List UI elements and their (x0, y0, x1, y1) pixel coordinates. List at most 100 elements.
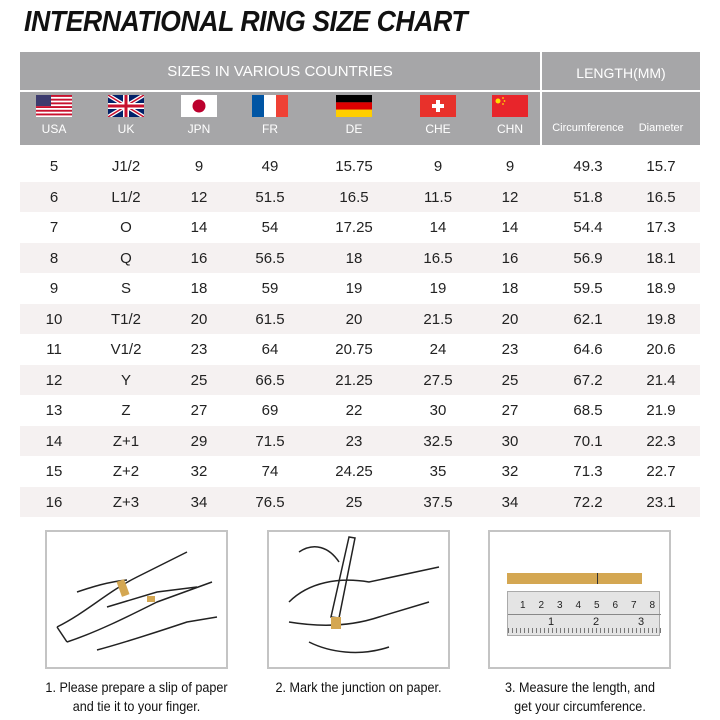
caption-line: and tie it to your finger. (72, 698, 201, 714)
table-cell: 61.5 (255, 310, 285, 328)
table-row: 13 Z 27 69 22 30 27 68.5 21.9 (20, 395, 700, 425)
table-cell: 16 (501, 249, 519, 267)
table-cell: 35 (429, 463, 447, 480)
table-cell: 18 (190, 280, 208, 297)
table-cell: 14 (45, 432, 63, 450)
table-cell: 13 (45, 402, 63, 419)
table-cell: 59.5 (573, 280, 603, 297)
table-row: 9 S 18 59 19 19 18 59.5 18.9 (20, 273, 700, 303)
table-cell: 17.3 (646, 219, 676, 236)
table-cell: Z+1 (112, 432, 140, 450)
table-cell: 21.5 (423, 310, 453, 328)
table-cell: 24 (429, 341, 447, 358)
table-row: 11 V1/2 23 64 20.75 24 23 64.6 20.6 (20, 334, 700, 364)
length-label: LENGTH(MM) (576, 65, 666, 81)
table-cell: 12 (501, 188, 519, 206)
table-cell: 6 (49, 188, 59, 206)
table-cell: 64.6 (573, 341, 603, 358)
table-cell: 30 (501, 432, 519, 450)
table-row: 7 O 14 54 17.25 14 14 54.4 17.3 (20, 212, 700, 242)
table-cell: 16.5 (339, 188, 369, 206)
table-cell: 74 (261, 463, 279, 480)
table-cell: 76.5 (255, 493, 285, 511)
table-cell: 15 (45, 463, 63, 480)
table-cell: 30 (429, 402, 447, 419)
ruler-cm-label: 1 (520, 600, 526, 611)
column-label: UK (117, 122, 135, 136)
table-cell: 56.9 (573, 249, 603, 267)
caption-line: 2. Mark the junction on paper. (275, 679, 442, 695)
column-label: JPN (187, 122, 211, 136)
ruler-cm-label: 6 (612, 600, 619, 611)
table-cell: 64 (261, 341, 279, 358)
column-label: Diameter (638, 122, 684, 134)
table-cell: 7 (49, 219, 59, 236)
hand-with-paper-icon (56, 551, 218, 651)
table-cell: 34 (190, 493, 208, 511)
table-cell: 19.8 (646, 310, 676, 328)
table-cell: 18.9 (646, 280, 676, 297)
column-label: CHN (497, 122, 523, 136)
china-flag-icon (492, 95, 528, 117)
table-row: 5 J1/2 9 49 15.75 9 9 49.3 15.7 (20, 151, 700, 181)
table-cell: 56.5 (255, 249, 285, 267)
table-row: 8 Q 16 56.5 18 16.5 16 56.9 18.1 (20, 242, 700, 273)
table-cell: 67.2 (573, 371, 603, 389)
sizes-label: SIZES IN VARIOUS COUNTRIES (167, 63, 393, 80)
table-cell: 51.8 (573, 188, 603, 206)
marking-paper-icon (288, 536, 440, 654)
table-cell: 32 (190, 463, 208, 480)
step-3-caption: 3. Measure the length, and get your circu… (481, 678, 679, 716)
table-cell: 9 (433, 158, 443, 175)
table-cell: 71.3 (573, 463, 603, 480)
table-cell: 12 (190, 188, 208, 206)
table-cell: 18 (501, 280, 519, 297)
step-2-caption: 2. Mark the junction on paper. (252, 678, 465, 697)
column-label: Circumference (552, 122, 624, 134)
step-1-illustration (45, 530, 228, 669)
table-cell: 20 (501, 310, 519, 328)
table-cell: 21.25 (335, 371, 373, 389)
ruler-cm-label: 5 (594, 600, 600, 611)
column-label: FR (262, 122, 278, 136)
table-cell: 20.75 (335, 341, 373, 358)
table-cell: 21.4 (646, 371, 676, 389)
table-cell: 25 (501, 371, 519, 389)
caption-line: 1. Please prepare a slip of paper (45, 679, 228, 695)
table-cell: Z+3 (112, 493, 140, 511)
switzerland-flag-icon (420, 95, 456, 117)
column-label: USA (41, 122, 67, 136)
table-cell: 69 (261, 402, 279, 419)
table-cell: O (120, 219, 132, 236)
table-cell: 14 (429, 219, 447, 236)
step-1-caption: 1. Please prepare a slip of paper and tie… (32, 678, 242, 716)
table-cell: 24.25 (335, 463, 373, 480)
divider (20, 90, 700, 92)
table-cell: 27 (501, 402, 519, 419)
table-cell: 12 (45, 371, 63, 389)
table-cell: 16.5 (423, 249, 453, 267)
table-cell: 21.9 (646, 402, 676, 419)
table-cell: 20.6 (646, 341, 676, 358)
table-cell: 23 (345, 432, 363, 450)
table-cell: 18 (345, 249, 363, 267)
table-cell: T1/2 (110, 310, 142, 328)
column-label: DE (345, 122, 363, 136)
column-label: CHE (425, 122, 451, 136)
table-cell: 51.5 (255, 188, 285, 206)
table-cell: 32.5 (423, 432, 453, 450)
table-cell: Q (120, 249, 132, 267)
table-cell: V1/2 (110, 341, 142, 358)
table-cell: 20 (190, 310, 208, 328)
table-cell: 49.3 (573, 158, 603, 175)
table-row: 15 Z+2 32 74 24.25 35 32 71.3 22.7 (20, 456, 700, 486)
page-title: INTERNATIONAL RING SIZE CHART (24, 6, 468, 38)
table-cell: 17.25 (335, 219, 373, 236)
ruler-inch-label: 3 (638, 616, 645, 628)
table-cell: 25 (190, 371, 208, 389)
table-cell: J1/2 (111, 158, 141, 175)
table-cell: 16 (190, 249, 208, 267)
table-cell: 72.2 (573, 493, 603, 511)
